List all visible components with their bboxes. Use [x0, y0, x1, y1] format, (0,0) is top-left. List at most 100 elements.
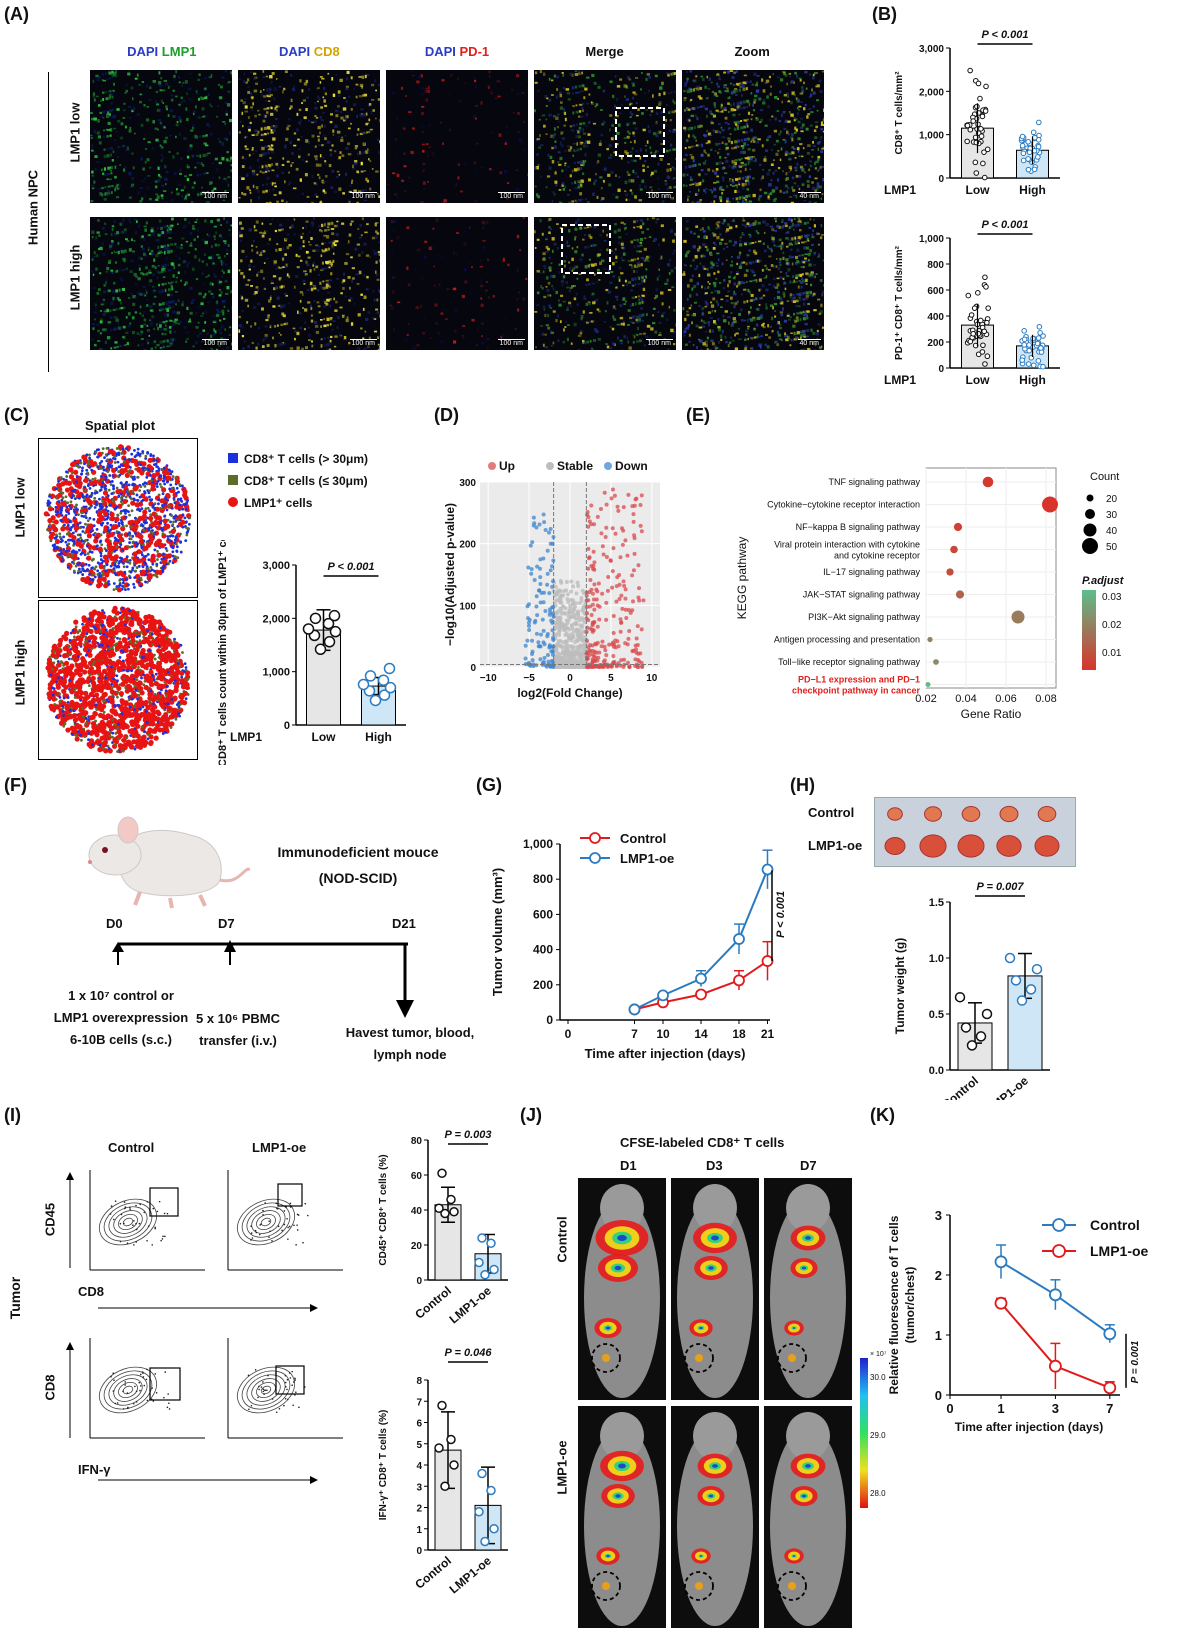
data-point: [969, 313, 974, 318]
texture-dot: [784, 222, 787, 224]
texture-dot: [192, 225, 194, 228]
texture-dot: [162, 302, 165, 305]
texture-dot: [210, 105, 212, 107]
texture-dot: [169, 330, 171, 333]
texture-dot: [696, 88, 699, 91]
data-point: [1031, 363, 1036, 368]
cell-dot: [88, 454, 91, 457]
texture-dot: [785, 140, 787, 143]
texture-dot: [326, 280, 329, 282]
texture-dot: [303, 283, 305, 285]
data-point: [985, 320, 990, 325]
texture-dot: [482, 227, 485, 229]
texture-dot: [149, 272, 152, 274]
texture-dot: [164, 333, 166, 335]
texture-dot: [743, 107, 746, 109]
texture-dot: [614, 223, 617, 225]
micrograph-texture: [534, 217, 676, 350]
texture-dot: [230, 250, 232, 252]
texture-dot: [545, 346, 548, 348]
texture-dot: [433, 247, 435, 250]
texture-dot: [759, 288, 761, 290]
texture-dot: [210, 220, 213, 223]
texture-dot: [98, 248, 100, 250]
texture-dot: [162, 333, 164, 335]
texture-dot: [632, 132, 634, 135]
texture-dot: [551, 345, 553, 347]
texture-dot: [486, 346, 488, 348]
texture-dot: [153, 80, 156, 83]
texture-dot: [702, 227, 704, 230]
texture-dot: [490, 92, 492, 95]
texture-dot: [623, 84, 626, 87]
texture-dot: [792, 177, 794, 180]
texture-dot: [125, 126, 127, 129]
texture-dot: [545, 119, 547, 121]
texture-dot: [734, 128, 737, 131]
texture-dot: [820, 150, 823, 153]
texture-dot: [570, 305, 572, 308]
texture-dot: [225, 264, 228, 266]
texture-dot: [158, 71, 160, 74]
texture-dot: [306, 251, 309, 254]
texture-dot: [131, 184, 134, 187]
texture-dot: [817, 84, 820, 87]
texture-dot: [278, 343, 281, 346]
texture-dot: [359, 237, 362, 239]
texture-dot: [672, 99, 674, 102]
texture-dot: [792, 223, 794, 226]
texture-dot: [160, 341, 163, 344]
texture-dot: [256, 186, 259, 189]
texture-dot: [587, 201, 590, 203]
texture-dot: [415, 306, 418, 309]
texture-dot: [650, 327, 653, 330]
x-tick-label: High: [1019, 373, 1046, 387]
texture-dot: [323, 318, 325, 320]
texture-dot: [168, 301, 171, 304]
texture-dot: [657, 133, 659, 136]
texture-dot: [707, 286, 709, 289]
texture-dot: [101, 304, 104, 306]
texture-dot: [249, 154, 251, 157]
texture-dot: [173, 266, 175, 269]
texture-dot: [288, 118, 290, 120]
texture-dot: [746, 123, 748, 125]
texture-dot: [311, 122, 314, 124]
texture-dot: [604, 168, 607, 171]
texture-dot: [276, 78, 278, 80]
texture-dot: [618, 189, 621, 192]
texture-dot: [675, 110, 676, 113]
texture-dot: [432, 152, 434, 155]
texture-dot: [475, 105, 478, 107]
texture-dot: [152, 286, 155, 288]
texture-dot: [268, 151, 270, 154]
texture-dot: [662, 200, 665, 203]
texture-dot: [255, 347, 257, 350]
texture-dot: [747, 144, 749, 146]
texture-dot: [781, 114, 783, 117]
texture-dot: [606, 234, 608, 237]
texture-dot: [716, 95, 719, 97]
texture-dot: [789, 344, 791, 346]
texture-dot: [692, 134, 694, 137]
texture-dot: [267, 114, 269, 117]
texture-dot: [207, 302, 210, 304]
texture-dot: [275, 230, 277, 232]
texture-dot: [416, 81, 419, 84]
texture-dot: [263, 108, 266, 110]
texture-dot: [668, 92, 670, 94]
texture-dot: [206, 263, 208, 266]
texture-dot: [782, 292, 785, 295]
texture-dot: [196, 278, 198, 280]
texture-dot: [637, 327, 639, 330]
texture-dot: [572, 247, 574, 249]
texture-dot: [724, 243, 727, 245]
data-point: [968, 339, 973, 344]
texture-dot: [219, 319, 221, 321]
texture-dot: [751, 114, 753, 116]
texture-dot: [709, 110, 712, 113]
texture-dot: [673, 331, 675, 334]
cell-dot: [153, 549, 156, 552]
texture-dot: [191, 201, 194, 203]
texture-dot: [279, 248, 282, 251]
